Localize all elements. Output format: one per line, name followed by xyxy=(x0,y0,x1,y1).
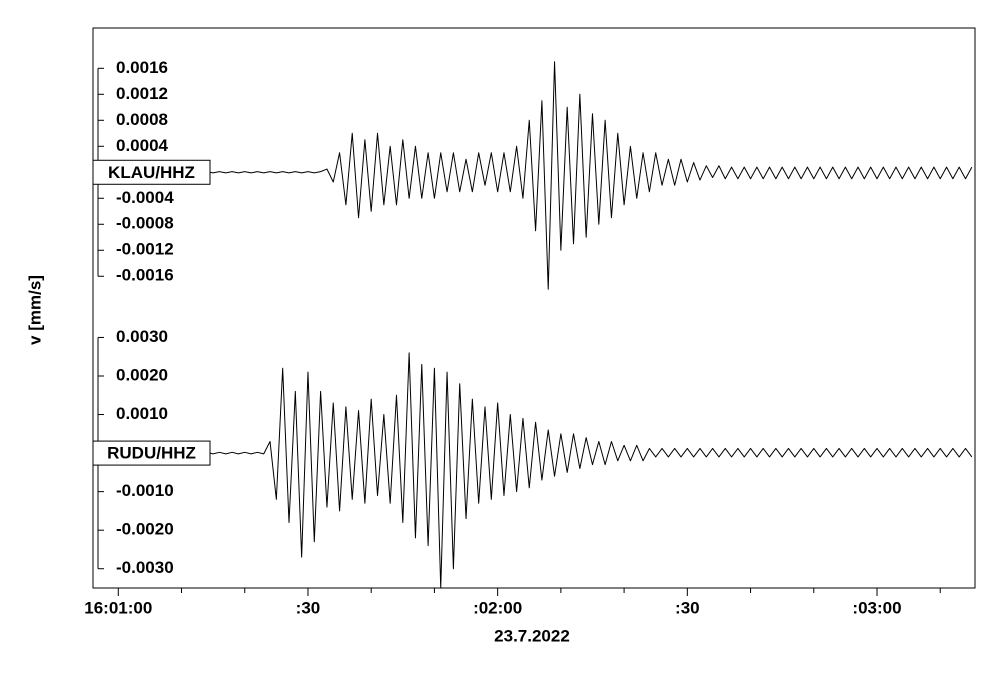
y-tick-label: -0.0020 xyxy=(116,520,174,539)
station-label: KLAU/HHZ xyxy=(108,163,195,182)
station-label-box xyxy=(92,440,211,466)
y-tick-label: -0.0010 xyxy=(116,481,174,500)
y-tick-label: 0.0010 xyxy=(116,404,168,423)
y-tick-label: 0.0016 xyxy=(116,58,168,77)
y-tick-label: 0.0030 xyxy=(116,327,168,346)
y-tick-label: 0.0020 xyxy=(116,365,168,384)
y-tick-label: 0.0008 xyxy=(116,110,168,129)
station-label-box xyxy=(92,159,211,185)
y-tick-label: -0.0008 xyxy=(116,214,174,233)
x-tick-label: :02:00 xyxy=(473,598,522,617)
y-tick-label: -0.0030 xyxy=(116,558,174,577)
x-tick-label: 16:01:00 xyxy=(84,598,152,617)
y-tick-label: 0.0004 xyxy=(116,136,169,155)
y-tick-label: -0.0012 xyxy=(116,240,174,259)
plot-frame xyxy=(92,27,976,589)
y-tick-label: 0.0012 xyxy=(116,84,168,103)
x-tick-label: :30 xyxy=(296,598,321,617)
y-tick-label: -0.0004 xyxy=(116,188,174,207)
y-tick-label: -0.0016 xyxy=(116,266,174,285)
y-axis-label: v [mm/s] xyxy=(25,275,44,345)
station-label: RUDU/HHZ xyxy=(107,444,196,463)
x-tick-label: :30 xyxy=(675,598,700,617)
x-axis-label: 23.7.2022 xyxy=(494,626,570,645)
waveform xyxy=(92,61,973,290)
waveform xyxy=(92,352,973,589)
x-tick-label: :03:00 xyxy=(852,598,901,617)
